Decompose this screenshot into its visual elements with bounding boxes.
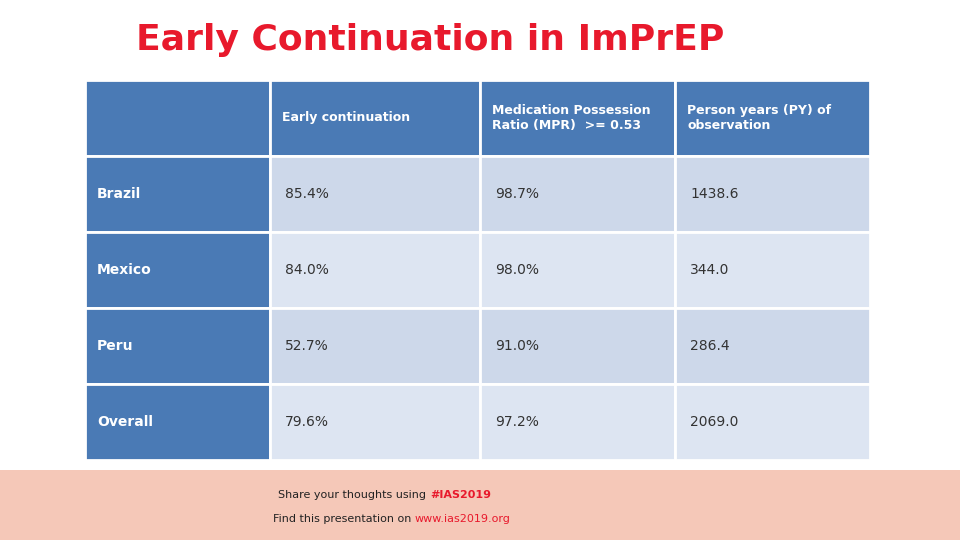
Bar [480,308,675,384]
Bar [270,80,480,156]
Text: #IAS2019: #IAS2019 [430,489,491,500]
Bar [675,232,870,308]
Text: Early Continuation in ImPrEP: Early Continuation in ImPrEP [135,23,724,57]
Text: Medication Possession
Ratio (MPR)  >= 0.53: Medication Possession Ratio (MPR) >= 0.5… [492,104,651,132]
Text: Mexico: Mexico [97,263,152,277]
Bar [480,80,675,156]
Text: 344.0: 344.0 [690,263,730,277]
Text: 85.4%: 85.4% [285,187,329,201]
Text: 97.2%: 97.2% [495,415,539,429]
Text: 98.0%: 98.0% [495,263,539,277]
Bar [85,232,270,308]
Text: Brazil: Brazil [97,187,141,201]
Text: 79.6%: 79.6% [285,415,329,429]
Text: 1438.6: 1438.6 [690,187,738,201]
Text: 52.7%: 52.7% [285,339,328,353]
Bar [270,384,480,460]
Bar [85,80,270,156]
Bar [675,384,870,460]
Bar [675,80,870,156]
Bar [675,156,870,232]
Text: 91.0%: 91.0% [495,339,539,353]
Text: 2069.0: 2069.0 [690,415,738,429]
Bar [270,156,480,232]
Text: Find this presentation on: Find this presentation on [274,514,415,524]
Bar [85,384,270,460]
Bar [480,232,675,308]
FancyBboxPatch shape [0,470,960,540]
Bar [270,232,480,308]
Bar [85,308,270,384]
Text: Early continuation: Early continuation [282,111,410,125]
Text: 286.4: 286.4 [690,339,730,353]
Text: Share your thoughts using: Share your thoughts using [278,489,430,500]
Bar [480,156,675,232]
Text: Person years (PY) of
observation: Person years (PY) of observation [687,104,831,132]
Text: Overall: Overall [97,415,153,429]
Text: www.ias2019.org: www.ias2019.org [415,514,511,524]
Text: 84.0%: 84.0% [285,263,329,277]
Text: 98.7%: 98.7% [495,187,539,201]
Bar [480,384,675,460]
Bar [675,308,870,384]
Bar [270,308,480,384]
Text: Peru: Peru [97,339,133,353]
Bar [85,156,270,232]
